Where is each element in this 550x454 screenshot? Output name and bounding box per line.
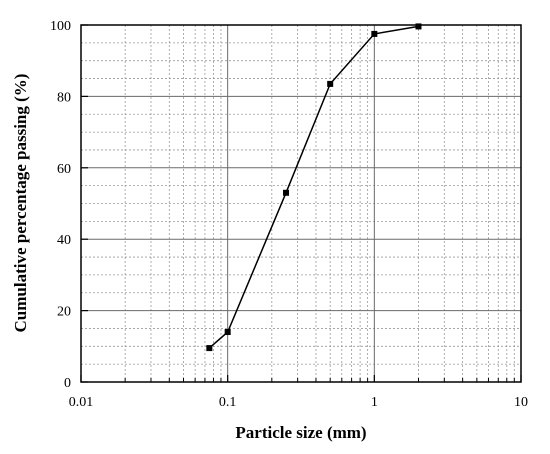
plot-frame: [80, 24, 522, 383]
y-tick-label: 40: [57, 233, 71, 248]
data-point: [415, 23, 422, 30]
x-tick-label: 0.01: [69, 395, 94, 410]
x-tick-label: 0.1: [219, 395, 237, 410]
series-line: [208, 25, 419, 349]
x-tick-label: 10: [514, 395, 528, 410]
minor-grid: [81, 25, 521, 382]
data-point: [371, 30, 378, 37]
x-axis-title: Particle size (mm): [235, 423, 366, 442]
y-tick-label: 20: [57, 305, 71, 320]
data-point: [224, 329, 231, 336]
y-tick-label: 60: [57, 162, 71, 177]
y-axis-title: Cumulative percentage passing (%): [11, 74, 30, 333]
y-tick-label: 0: [64, 376, 71, 391]
data-point: [327, 80, 334, 87]
y-tick-labels: 0 20 40 60 80 100: [50, 19, 71, 391]
data-points: [206, 23, 422, 352]
y-tick-label: 100: [50, 19, 71, 34]
y-tick-label: 80: [57, 90, 71, 105]
data-point: [283, 189, 290, 196]
data-point: [206, 345, 213, 352]
x-tick-labels: 0.01 0.1 1 10: [69, 395, 528, 410]
x-tick-label: 1: [371, 395, 378, 410]
axis-ticks: [80, 24, 522, 383]
major-grid: [81, 25, 521, 382]
